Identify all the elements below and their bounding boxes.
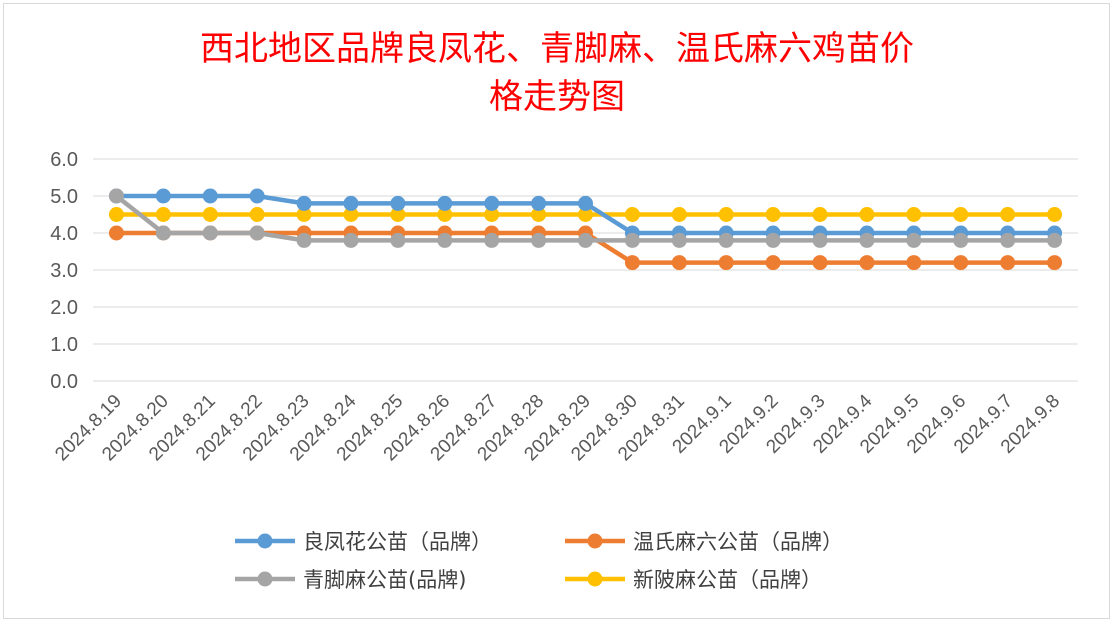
data-point	[343, 232, 359, 248]
data-point	[437, 195, 453, 211]
data-point	[202, 207, 218, 222]
data-point	[953, 255, 969, 271]
data-point	[1000, 232, 1016, 248]
data-point	[108, 225, 124, 241]
data-point	[906, 232, 922, 248]
data-point	[155, 207, 171, 222]
data-point	[390, 195, 406, 211]
data-point	[343, 195, 359, 211]
data-point	[578, 207, 593, 222]
data-point	[671, 255, 687, 271]
data-point	[859, 255, 875, 271]
data-point	[812, 255, 828, 271]
legend-label: 温氏麻六公苗（品牌）	[633, 530, 843, 554]
y-tick-label: 4.0	[50, 223, 78, 245]
chart-frame	[3, 3, 1110, 619]
data-point	[718, 255, 734, 271]
data-point	[765, 207, 781, 222]
series-lines	[108, 188, 1063, 271]
legend-swatch-marker	[587, 571, 603, 587]
data-point	[1000, 255, 1016, 271]
data-point	[249, 207, 265, 222]
data-point	[578, 232, 593, 248]
y-tick-label: 0.0	[50, 371, 78, 393]
legend-item: 新陂麻公苗（品牌）	[565, 568, 822, 592]
series-group	[108, 207, 1063, 222]
data-point	[531, 195, 547, 211]
data-point	[671, 232, 687, 248]
data-point	[812, 232, 828, 248]
y-tick-label: 6.0	[50, 149, 78, 171]
data-point	[1047, 255, 1063, 271]
chart-title: 西北地区品牌良凤花、青脚麻、温氏麻六鸡苗价 格走势图	[200, 29, 914, 117]
data-point	[343, 207, 359, 222]
data-point	[765, 255, 781, 271]
series-group	[108, 188, 1063, 248]
data-point	[108, 188, 124, 204]
data-point	[906, 255, 922, 271]
data-point	[296, 195, 312, 211]
data-point	[390, 232, 406, 248]
data-point	[249, 225, 265, 241]
data-point	[953, 207, 969, 222]
data-point	[108, 207, 124, 222]
y-axis-ticks: 0.0 1.0 2.0 3.0 4.0 5.0 6.0	[50, 149, 78, 393]
data-point	[953, 232, 969, 248]
data-point	[718, 232, 734, 248]
data-point	[906, 207, 922, 222]
chart-title-line-1: 西北地区品牌良凤花、青脚麻、温氏麻六鸡苗价	[200, 29, 914, 69]
data-point	[531, 232, 547, 248]
legend-label: 良凤花公苗（品牌）	[303, 530, 492, 554]
data-point	[578, 195, 593, 211]
data-point	[155, 225, 171, 241]
data-point	[437, 207, 453, 222]
data-point	[531, 207, 547, 222]
legend-label: 新陂麻公苗（品牌）	[633, 568, 822, 592]
legend-swatch-marker	[257, 533, 273, 549]
data-point	[624, 232, 640, 248]
data-point	[437, 232, 453, 248]
data-point	[1047, 207, 1063, 222]
data-point	[484, 207, 500, 222]
y-tick-label: 1.0	[50, 334, 78, 356]
data-point	[202, 225, 218, 241]
gridlines	[93, 158, 1078, 382]
data-point	[202, 188, 218, 204]
legend-item: 良凤花公苗（品牌）	[235, 530, 492, 554]
chart-title-line-2: 格走势图	[489, 77, 625, 117]
data-point	[812, 207, 828, 222]
data-point	[249, 188, 265, 204]
legend-item: 温氏麻六公苗（品牌）	[565, 530, 843, 554]
data-point	[296, 207, 312, 222]
data-point	[624, 207, 640, 222]
data-point	[765, 232, 781, 248]
data-point	[155, 188, 171, 204]
data-point	[484, 195, 500, 211]
y-tick-label: 5.0	[50, 186, 78, 208]
data-point	[859, 207, 875, 222]
legend-swatch-marker	[257, 571, 273, 587]
data-point	[484, 232, 500, 248]
legend-swatch-marker	[587, 533, 603, 549]
legend-item: 青脚麻公苗(品牌)	[235, 568, 466, 592]
data-point	[390, 207, 406, 222]
data-point	[624, 255, 640, 271]
data-point	[296, 232, 312, 248]
legend-label: 青脚麻公苗(品牌)	[303, 568, 466, 592]
data-point	[718, 207, 734, 222]
y-tick-label: 3.0	[50, 260, 78, 282]
data-point	[1047, 232, 1063, 248]
legend: 良凤花公苗（品牌） 温氏麻六公苗（品牌） 青脚麻公苗(品牌) 新陂麻公苗（品牌）	[235, 530, 843, 592]
y-tick-label: 2.0	[50, 297, 78, 319]
data-point	[859, 232, 875, 248]
data-point	[671, 207, 687, 222]
x-axis-ticks: 2024.8.192024.8.202024.8.212024.8.222024…	[51, 390, 1064, 465]
data-point	[1000, 207, 1016, 222]
